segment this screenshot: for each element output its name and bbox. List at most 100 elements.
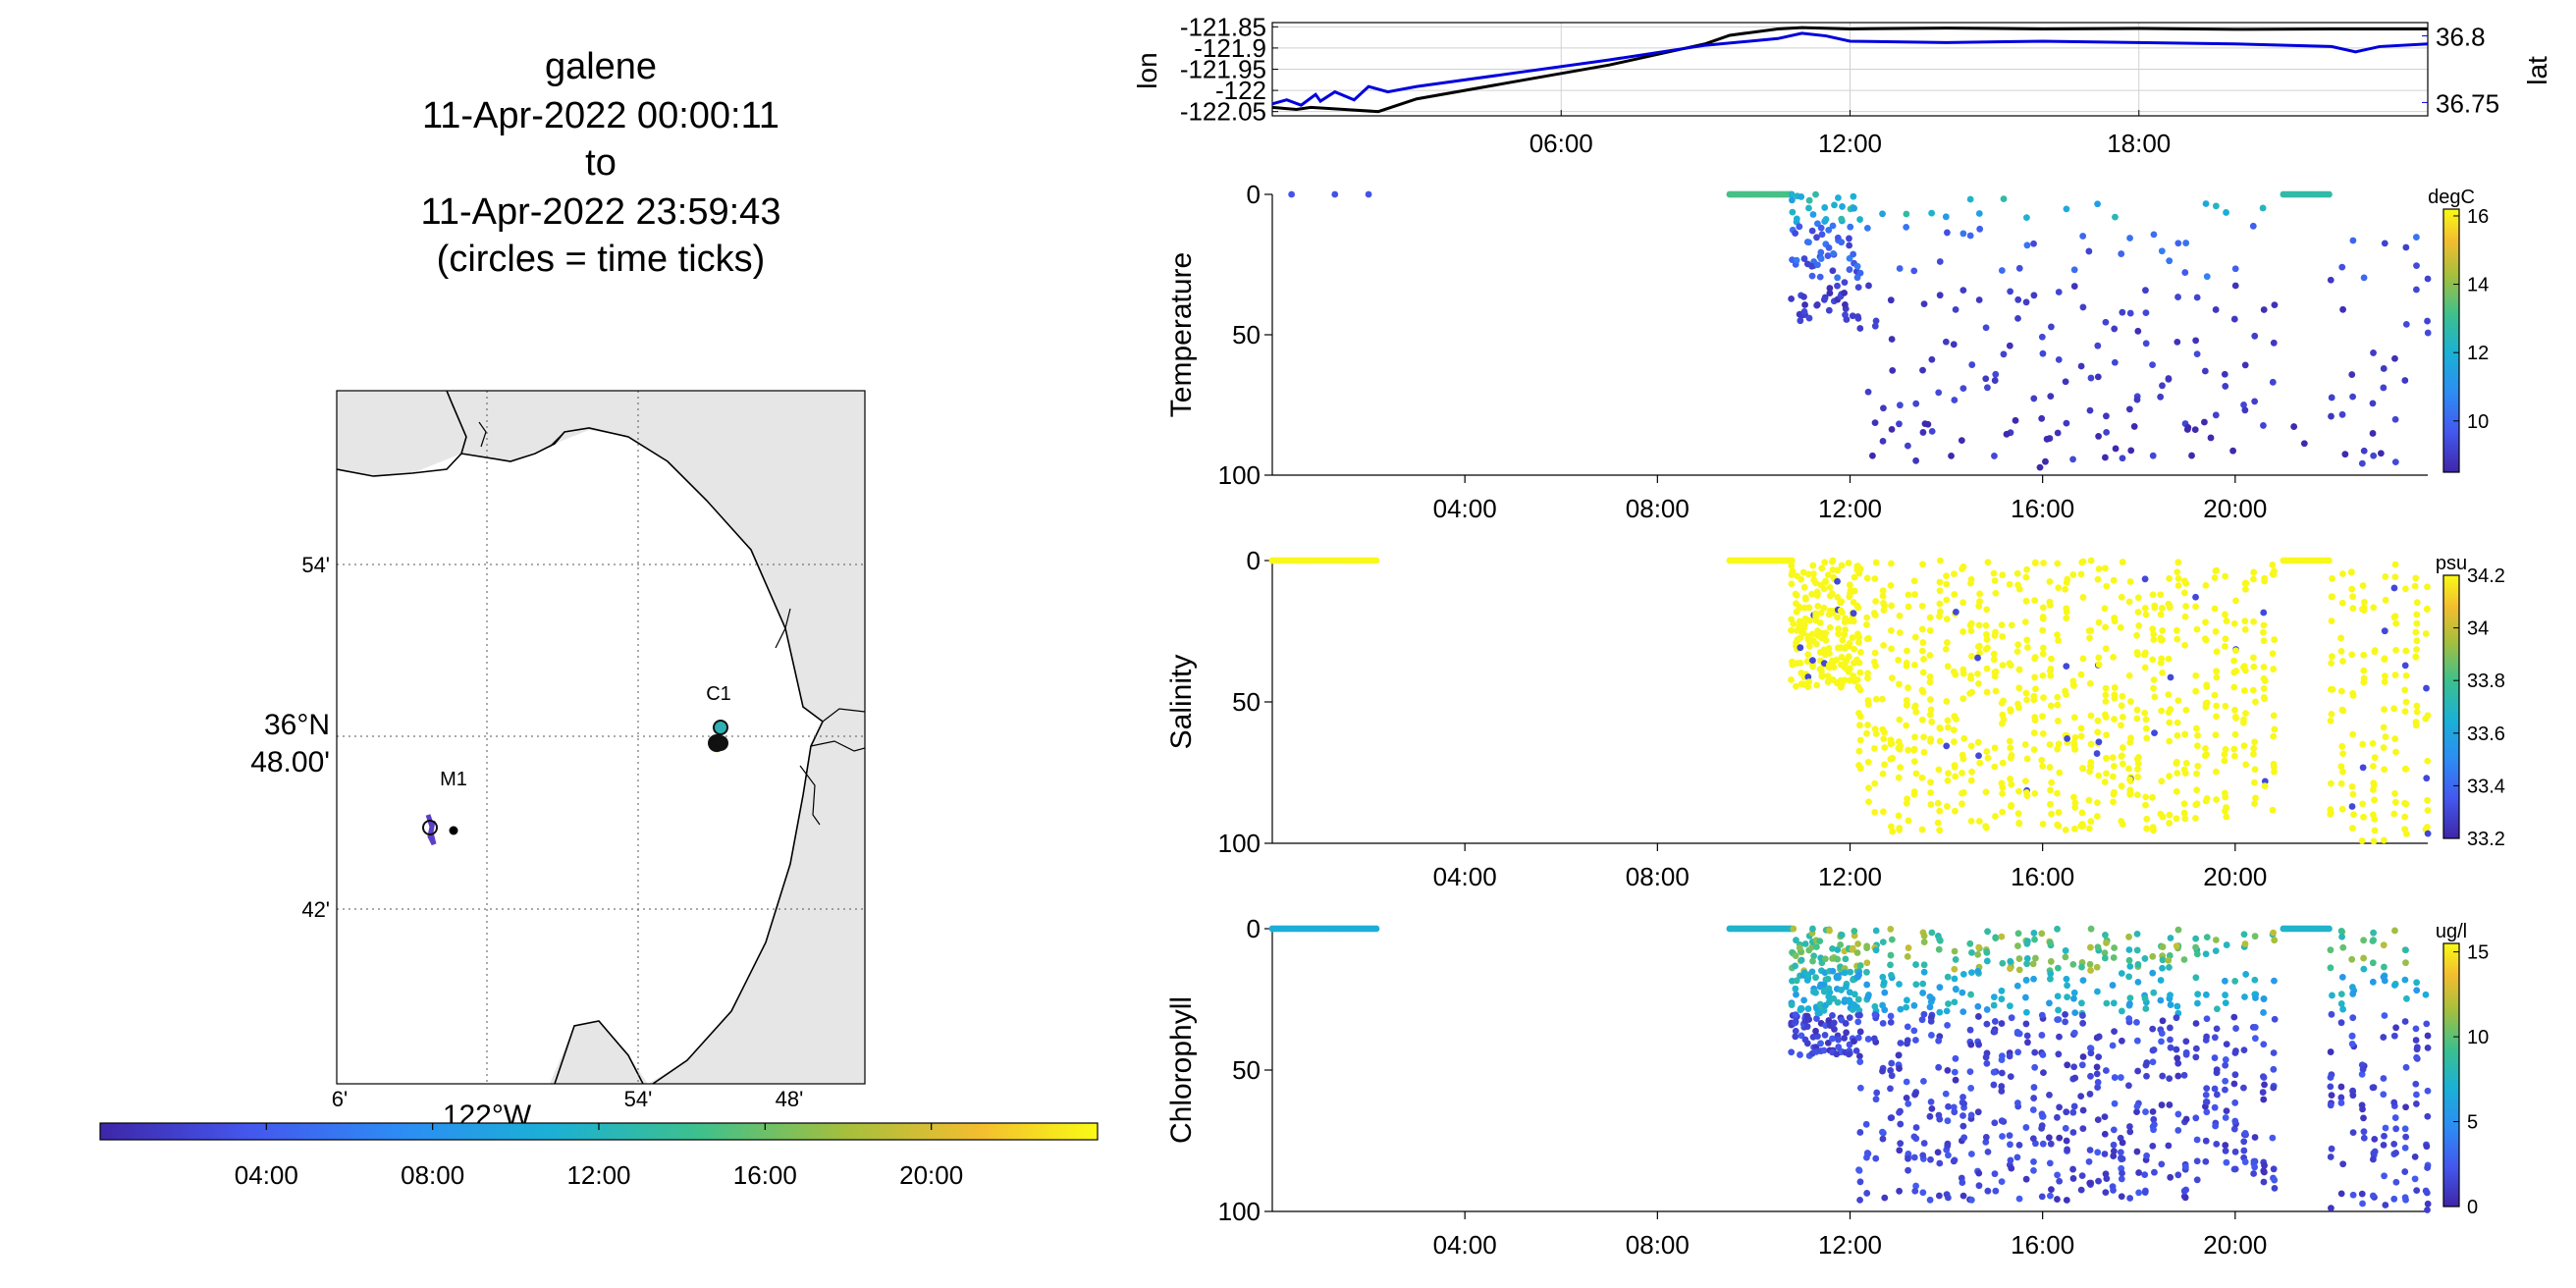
chlorophyll-point [2424, 1044, 2432, 1051]
salinity-point [2077, 724, 2085, 732]
salinity-point [2064, 575, 2071, 583]
salinity-point [1808, 630, 1816, 638]
temperature-point [2077, 362, 2085, 370]
salinity-point [2402, 765, 2410, 773]
salinity-point [1918, 625, 1926, 633]
chlorophyll-point [2223, 1158, 2230, 1166]
chlorophyll-point [2221, 977, 2228, 985]
chlorophyll-point [1935, 945, 1943, 953]
temperature-point [1951, 397, 1959, 403]
salinity-point [1982, 788, 1990, 796]
salinity-point [2102, 564, 2109, 572]
salinity-point [1952, 807, 1959, 815]
salinity-point [2221, 643, 2228, 650]
chlorophyll-point [2046, 999, 2053, 1007]
salinity-point [2015, 819, 2023, 827]
chlorophyll-point [2359, 1200, 2366, 1208]
salinity-point [2391, 561, 2399, 568]
chlorophyll-point [1897, 1040, 1905, 1046]
salinity-point [1846, 640, 1853, 647]
temperature-point [1889, 366, 1897, 374]
salinity-point [2271, 768, 2278, 776]
salinity-point [2039, 604, 2047, 612]
chlorophyll-point [1879, 1067, 1886, 1075]
temperature-point [2119, 455, 2126, 462]
chlorophyll-point [2349, 1092, 2357, 1100]
temperature-point [2036, 463, 2044, 471]
chlorophyll-point [2222, 1056, 2229, 1063]
salinity-point [1910, 790, 1918, 798]
temperature-point [1800, 307, 1808, 315]
salinity-point [2230, 657, 2238, 665]
chlorophyll-point [2338, 933, 2345, 940]
chlorophyll-point [2412, 1080, 2420, 1088]
salinity-point [2031, 559, 2039, 566]
chlorophyll-point [1856, 1084, 1864, 1092]
chlorophyll-point [2054, 993, 2062, 1000]
salinity-point [2242, 761, 2250, 769]
temperature-point [2370, 349, 2377, 356]
chlorophyll-point [1792, 1018, 1799, 1025]
salinity-point [2413, 646, 2420, 653]
salinity-point [2135, 622, 2143, 629]
salinity-point [1796, 617, 1803, 625]
chlorophyll-point [2119, 1139, 2126, 1147]
salinity-point [2062, 585, 2068, 593]
salinity-point [2213, 796, 2221, 803]
salinity-point [2202, 618, 2209, 626]
salinity-point [2221, 750, 2228, 758]
chlorophyll-point [2359, 1065, 2367, 1073]
chlorophyll-point [2327, 1083, 2334, 1091]
chlorophyll-point [2371, 1136, 2379, 1143]
salinity-point [2390, 705, 2398, 713]
chlorophyll-point [1879, 973, 1887, 981]
chlorophyll-point [2056, 1103, 2064, 1111]
chlorophyll-point [1798, 956, 1805, 964]
chlorophyll-point [2391, 1114, 2399, 1121]
chlorophyll-point [2109, 1183, 2117, 1191]
salinity-point [2327, 779, 2334, 787]
temperature-point [2111, 358, 2119, 366]
chlorophyll-point [2078, 1061, 2086, 1069]
salinity-point [2022, 689, 2030, 697]
map-lat-label-54: 54' [301, 553, 330, 577]
chlorophyll-point [1792, 1027, 1799, 1035]
salinity-point [2260, 685, 2268, 692]
chlorophyll-point [1852, 1046, 1860, 1054]
salinity-point [1944, 663, 1952, 671]
salinity-point [2232, 714, 2240, 722]
salinity-point [1999, 789, 2007, 797]
chlorophyll-point [1992, 1187, 2000, 1195]
chlorophyll-point [2079, 977, 2087, 985]
salinity-point [2213, 713, 2220, 721]
chlorophyll-point [2174, 1072, 2182, 1080]
chlorophyll-point [2094, 988, 2101, 995]
salinity-point [2338, 742, 2346, 750]
salinity-point [2182, 603, 2189, 610]
chlorophyll-point [2167, 935, 2174, 941]
salinity-point [2150, 676, 2158, 683]
salinity-point [2223, 813, 2230, 821]
salinity-point [2071, 804, 2079, 811]
chlorophyll-point [2412, 1100, 2420, 1107]
salinity-point [2212, 567, 2220, 574]
chlorophyll-point [2390, 1099, 2398, 1106]
chlorophyll-point [1920, 932, 1928, 939]
salinity-point [1895, 657, 1903, 664]
chlorophyll-point [1945, 1152, 1952, 1159]
salinity-point [2348, 651, 2356, 659]
salinity-point [1854, 604, 1862, 612]
chlorophyll-point [2390, 1140, 2398, 1148]
salinity-point [1847, 665, 1853, 672]
chlorophyll-point [2047, 1140, 2055, 1148]
salinity-point [2413, 611, 2421, 618]
salinity-point [1976, 598, 1983, 606]
chlorophyll-point [2211, 1085, 2219, 1093]
salinity-point [2095, 565, 2103, 572]
temperature-point [1871, 322, 1879, 330]
salinity-point [2040, 560, 2047, 566]
salinity-point [2103, 731, 2111, 739]
chlorophyll-point [1888, 936, 1896, 943]
salinity-point [2402, 647, 2410, 655]
chlorophyll-point [2337, 1094, 2345, 1101]
